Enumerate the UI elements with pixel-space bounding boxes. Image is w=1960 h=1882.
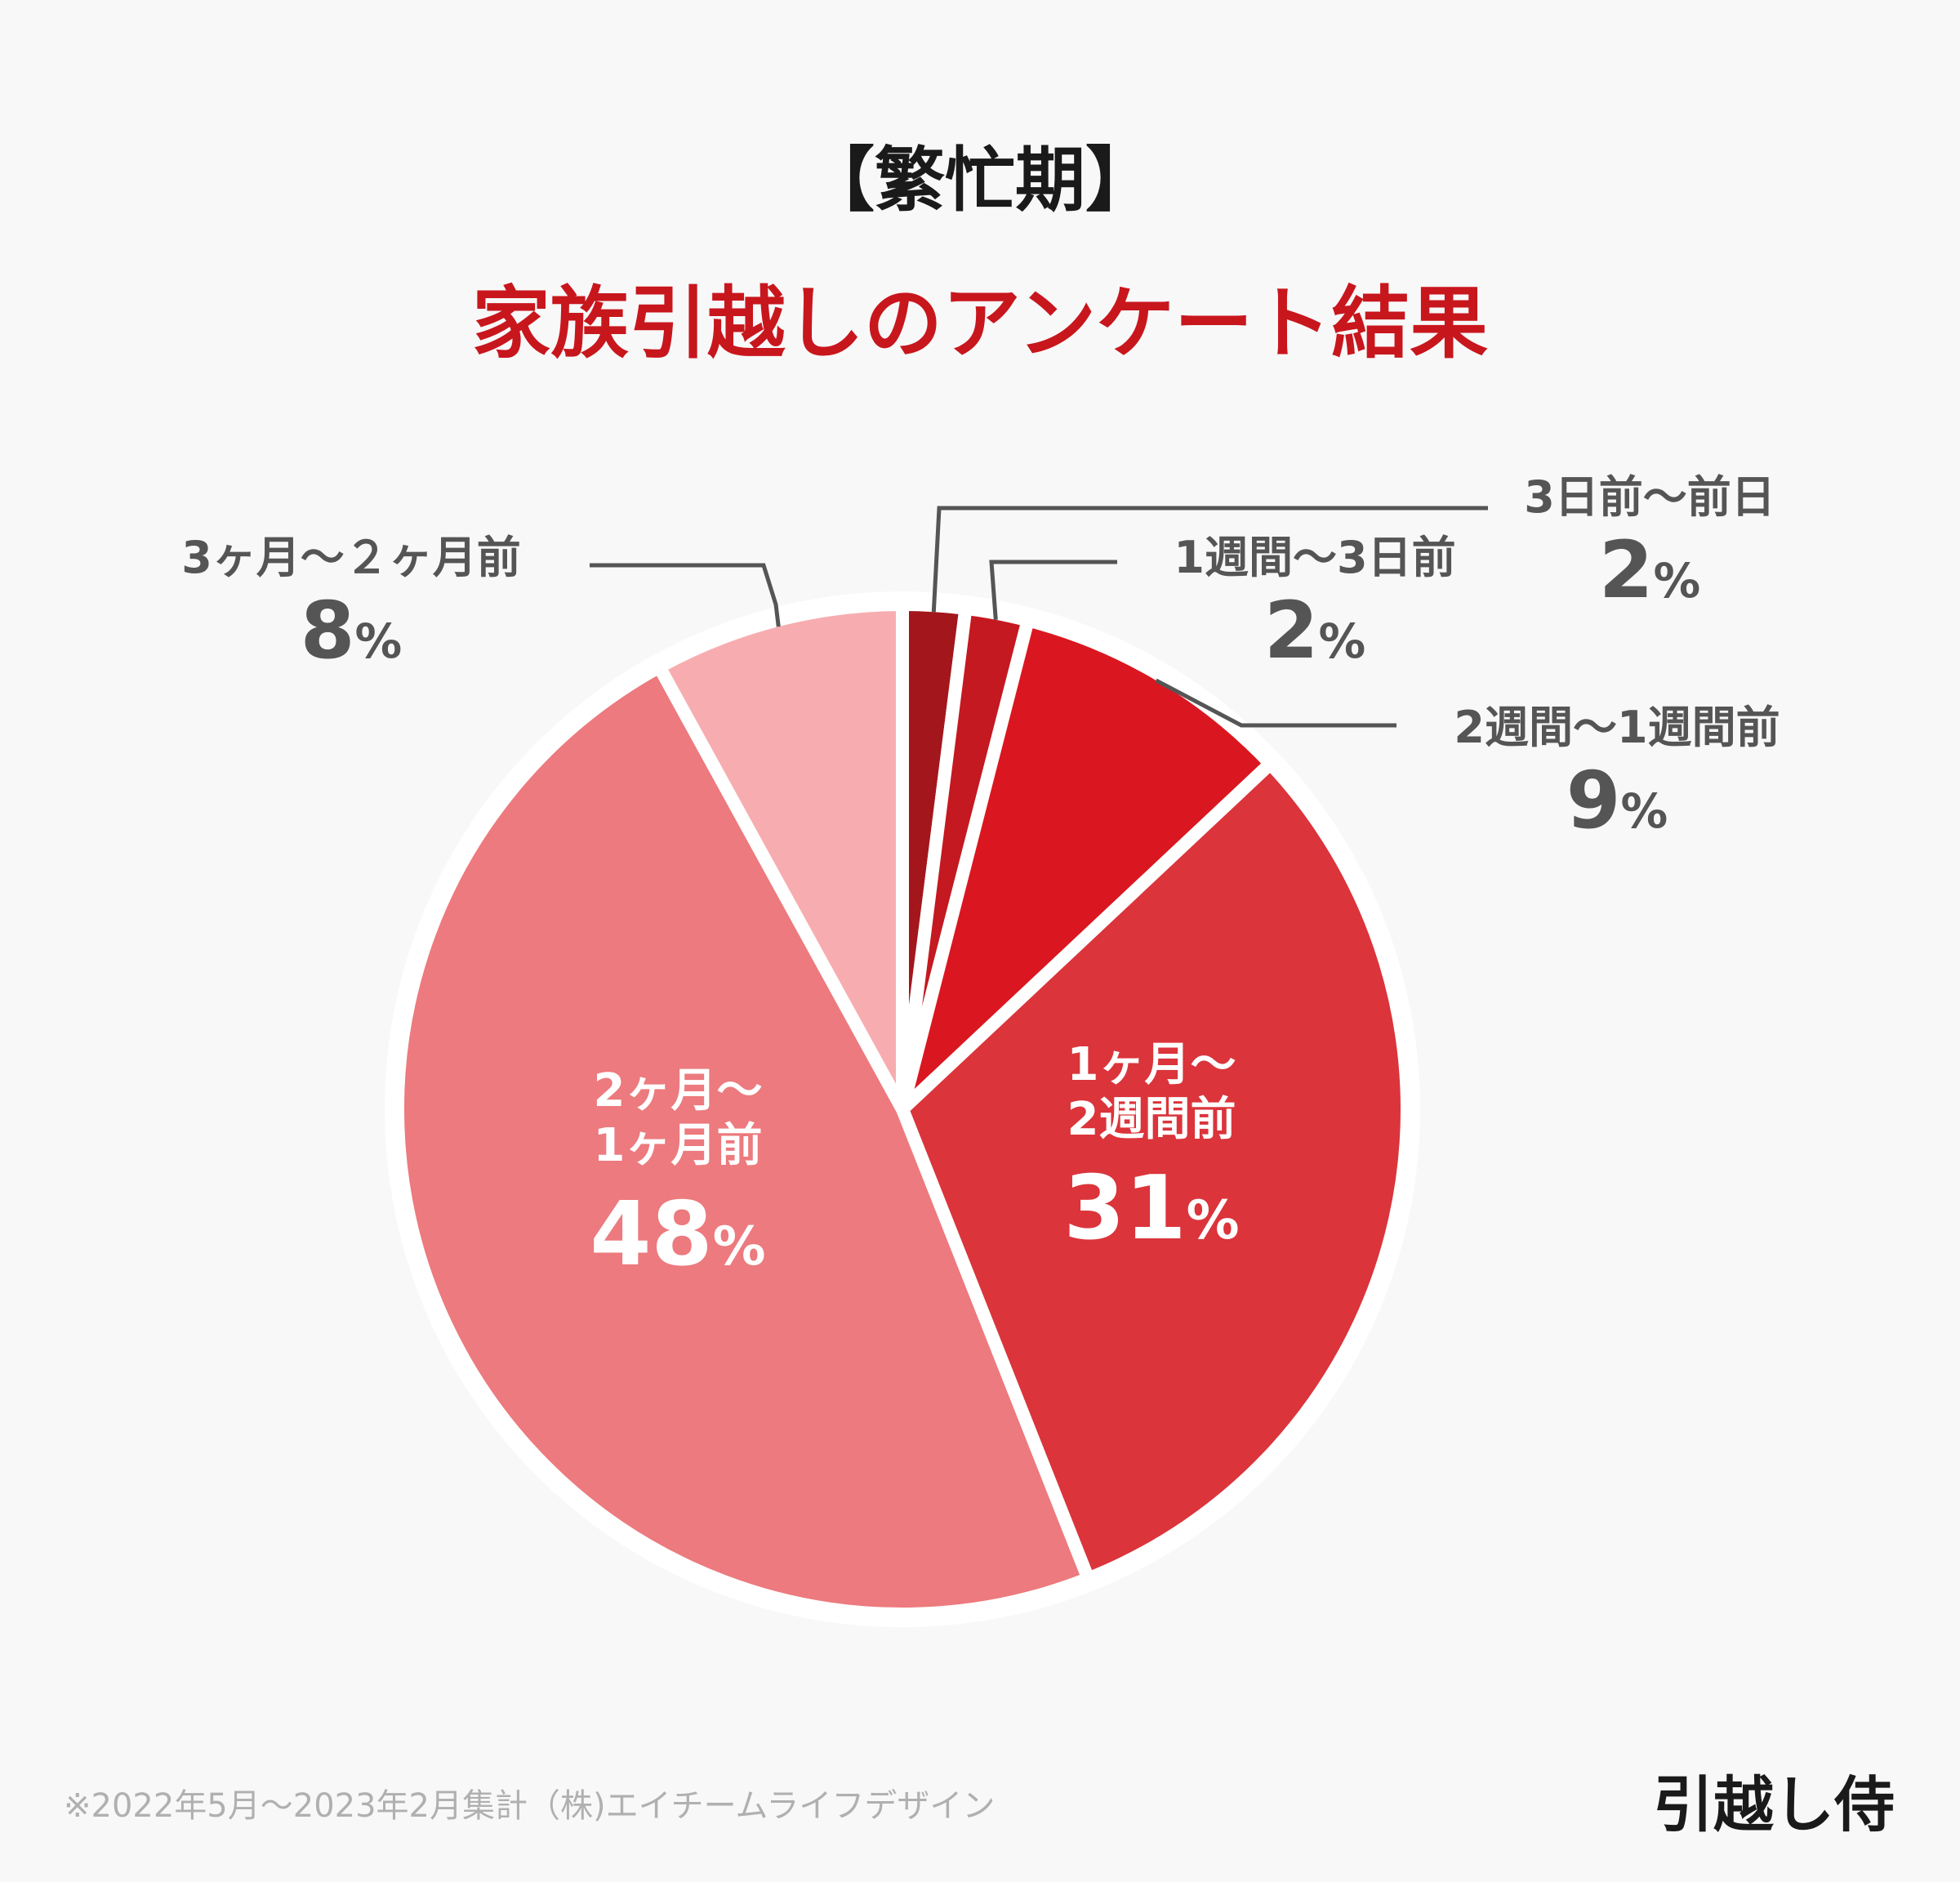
slice-name-line1: 1ヶ月〜: [1067, 1038, 1236, 1091]
slice-name: 3日前〜前日: [1524, 471, 1775, 523]
slice-percent: 8%: [139, 591, 564, 670]
leader-line-3months: [590, 563, 781, 627]
slice-name: 3ヶ月〜２ヶ月前: [181, 532, 521, 583]
slice-label-2months: 2ヶ月〜 1ヶ月前 48%: [506, 1064, 849, 1279]
percent-unit: %: [1620, 784, 1668, 839]
pie-slice-2weeks: [890, 612, 1280, 1130]
slice-value: 2: [1598, 524, 1654, 616]
slice-percent: 9%: [1413, 761, 1821, 840]
slice-label-3months: 3ヶ月〜２ヶ月前 8%: [139, 536, 564, 671]
slice-label-1week: 1週間〜3日前 2%: [1127, 536, 1503, 671]
percent-unit: %: [1318, 614, 1366, 669]
leader-line-1week: [989, 560, 1117, 620]
percent-unit: %: [1653, 554, 1701, 609]
chart-super-title: 【繁忙期】: [804, 140, 1156, 221]
slice-value: 2: [1263, 585, 1319, 676]
percent-unit: %: [712, 1216, 766, 1278]
slice-label-3days: 3日前〜前日 2%: [1486, 475, 1813, 610]
pie-slice-1month: [894, 754, 1414, 1587]
chart-title: 家族引越しのアンケート結果: [471, 278, 1489, 369]
pie-slice-2months: [391, 658, 1097, 1621]
brand-logo: 引越し侍: [1653, 1770, 1895, 1840]
slice-label-2weeks: 2週間〜1週間前 9%: [1413, 706, 1821, 841]
percent-unit: %: [1186, 1190, 1240, 1252]
slice-name-line2: 2週間前: [1067, 1093, 1236, 1147]
slice-value: 31: [1063, 1157, 1187, 1260]
leader-line-3days: [931, 506, 1488, 613]
slice-label-1month: 1ヶ月〜 2週間前 31%: [980, 1037, 1323, 1253]
slice-value: 9: [1566, 755, 1621, 846]
percent-unit: %: [354, 614, 403, 669]
slice-value: 8: [300, 585, 355, 676]
slice-name-line2: 1ヶ月前: [593, 1119, 763, 1173]
slice-percent: 31%: [980, 1165, 1323, 1253]
slice-value: 48: [590, 1184, 713, 1287]
leader-line-2weeks: [1155, 678, 1396, 728]
slice-name-line1: 2ヶ月〜: [593, 1064, 763, 1117]
slice-name: 2週間〜1週間前: [1454, 702, 1780, 753]
slice-percent: 2%: [1486, 531, 1813, 609]
footnote: ※2022年5月〜2023年2月集計（株)エイチームライフデザイン: [64, 1787, 996, 1825]
slice-percent: 2%: [1127, 591, 1503, 670]
slice-percent: 48%: [506, 1191, 849, 1279]
slice-name: 1週間〜3日前: [1174, 532, 1456, 583]
